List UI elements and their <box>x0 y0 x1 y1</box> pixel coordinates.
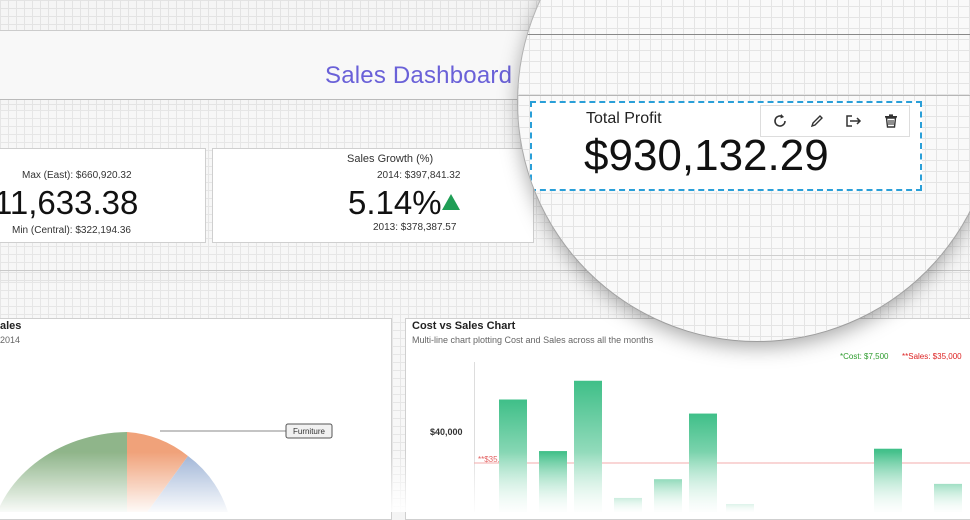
trend-up-icon <box>442 194 460 210</box>
bar-1[interactable] <box>539 451 567 512</box>
cost-sales-chart-title: Cost vs Sales Chart <box>412 320 516 332</box>
legend-cost: *Cost: $7,500 <box>840 352 889 361</box>
kpi-card-growth[interactable] <box>212 148 534 243</box>
lens-header-line <box>518 34 970 35</box>
bar-5[interactable] <box>689 413 717 512</box>
bar-0[interactable] <box>499 399 527 513</box>
legend-sales: **Sales: $35,000 <box>902 352 962 361</box>
lens-divider-lower <box>518 255 970 256</box>
cost-sales-bars <box>474 362 970 512</box>
total-profit-label: Total Profit <box>586 110 662 127</box>
lens-divider <box>518 95 970 96</box>
y-tick-40000: $40,000 <box>430 427 463 437</box>
kpi-sales-max: Max (East): $660,920.32 <box>22 170 132 181</box>
kpi-card-sales[interactable] <box>0 148 206 243</box>
kpi-divider <box>0 270 970 271</box>
kpi-growth-label: Sales Growth (%) <box>347 153 434 165</box>
bar-6[interactable] <box>726 504 754 512</box>
pie-callout-label: Furniture <box>293 427 326 436</box>
kpi-sales-min: Min (Central): $322,194.36 <box>12 225 131 236</box>
kpi-sales-value: 11,633.38 <box>0 184 139 221</box>
magnifier-lens: Total Profit $930,132.29 <box>518 0 970 341</box>
bar-3[interactable] <box>614 497 642 512</box>
delete-icon[interactable] <box>879 110 903 132</box>
left-chart-title: ales <box>0 320 22 332</box>
pie-chart: Furniture <box>0 423 333 512</box>
pie-slice-green <box>0 432 127 512</box>
dashboard-title: Sales Dashboard <box>325 62 513 89</box>
bar-7[interactable] <box>874 448 902 512</box>
kpi-growth-2014: 2014: $397,841.32 <box>377 170 461 181</box>
refresh-icon[interactable] <box>768 110 792 132</box>
kpi-growth-value: 5.14% <box>348 184 442 221</box>
bar-2[interactable] <box>574 380 602 512</box>
bar-8[interactable] <box>934 483 962 512</box>
left-chart-subtitle: 2014 <box>0 335 21 345</box>
kpi-growth-2013: 2013: $378,387.57 <box>373 222 457 233</box>
edit-icon[interactable] <box>805 110 829 132</box>
bar-4[interactable] <box>654 479 682 512</box>
widget-toolbar <box>760 105 910 137</box>
export-icon[interactable] <box>842 110 866 132</box>
total-profit-value: $930,132.29 <box>584 131 829 180</box>
